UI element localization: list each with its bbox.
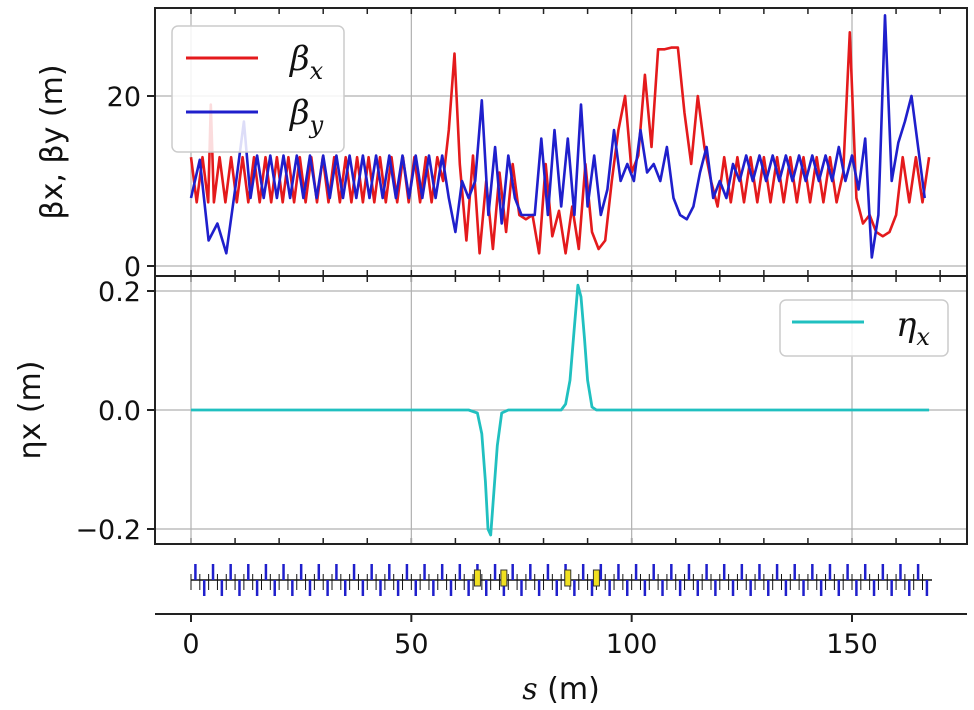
- beta-y-ticks: 0 20: [107, 82, 155, 283]
- dispersion-legend: ηx: [779, 299, 949, 357]
- beta-y-axis-label: βx, βy (m): [35, 64, 70, 219]
- s-axis-tick-label: 150: [826, 629, 878, 660]
- dispersion-series-lines: [191, 283, 930, 537]
- s-axis-tick-label: 100: [606, 629, 658, 660]
- lattice-elements: [190, 564, 929, 596]
- eta-x-line: [191, 283, 930, 537]
- beta-y-tick-label: 20: [107, 82, 141, 113]
- legend-label-eta-x: ηx: [896, 305, 930, 351]
- beta-legend: βx βy: [171, 25, 345, 153]
- dipole-magnet: [592, 569, 600, 587]
- beta-y-tick-label: 0: [124, 252, 141, 283]
- lattice-panel: 0 50 100 150 s (m): [155, 564, 967, 707]
- dipole-magnet: [500, 569, 508, 587]
- dispersion-panel: −0.2 0.0 0.2 ηx (m) ηx: [13, 275, 968, 546]
- dispersion-y-tick-label: 0.0: [98, 396, 141, 427]
- dipole-magnet: [473, 569, 481, 587]
- dispersion-panel-frame: [154, 275, 968, 545]
- dispersion-y-tick-label: 0.2: [98, 277, 141, 308]
- legend-label-beta-y: βy: [288, 93, 324, 139]
- beta-series-lines: [189, 14, 931, 259]
- beta-y-line: [189, 14, 926, 259]
- s-axis-ticks: 0 50 100 150: [182, 614, 878, 660]
- dispersion-y-axis-label: ηx (m): [13, 361, 48, 460]
- dispersion-y-ticks: −0.2 0.0 0.2: [75, 277, 155, 546]
- legend-label-beta-x: βx: [288, 39, 324, 85]
- dipole-magnet: [564, 569, 572, 587]
- dispersion-legend-box: [779, 299, 949, 357]
- s-axis-label: s (m): [522, 672, 600, 707]
- s-axis-tick-label: 50: [394, 629, 428, 660]
- s-axis-tick-label: 0: [182, 629, 199, 660]
- dispersion-y-tick-label: −0.2: [75, 515, 141, 546]
